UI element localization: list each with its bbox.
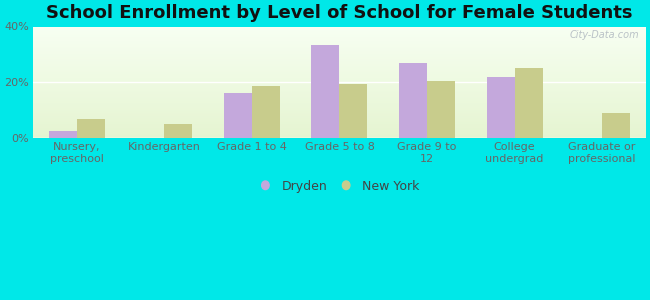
Title: School Enrollment by Level of School for Female Students: School Enrollment by Level of School for… <box>46 4 632 22</box>
Bar <box>77 118 105 138</box>
Bar <box>427 81 455 138</box>
Bar <box>49 131 77 138</box>
Bar <box>602 113 630 138</box>
Bar <box>311 45 339 138</box>
Bar <box>339 84 367 138</box>
Text: City-Data.com: City-Data.com <box>570 30 640 40</box>
Bar <box>486 77 515 138</box>
Legend: Dryden, New York: Dryden, New York <box>255 176 424 196</box>
Bar <box>515 68 543 138</box>
Bar <box>399 63 427 138</box>
Bar <box>224 94 252 138</box>
Bar <box>252 86 280 138</box>
Bar <box>164 124 192 138</box>
